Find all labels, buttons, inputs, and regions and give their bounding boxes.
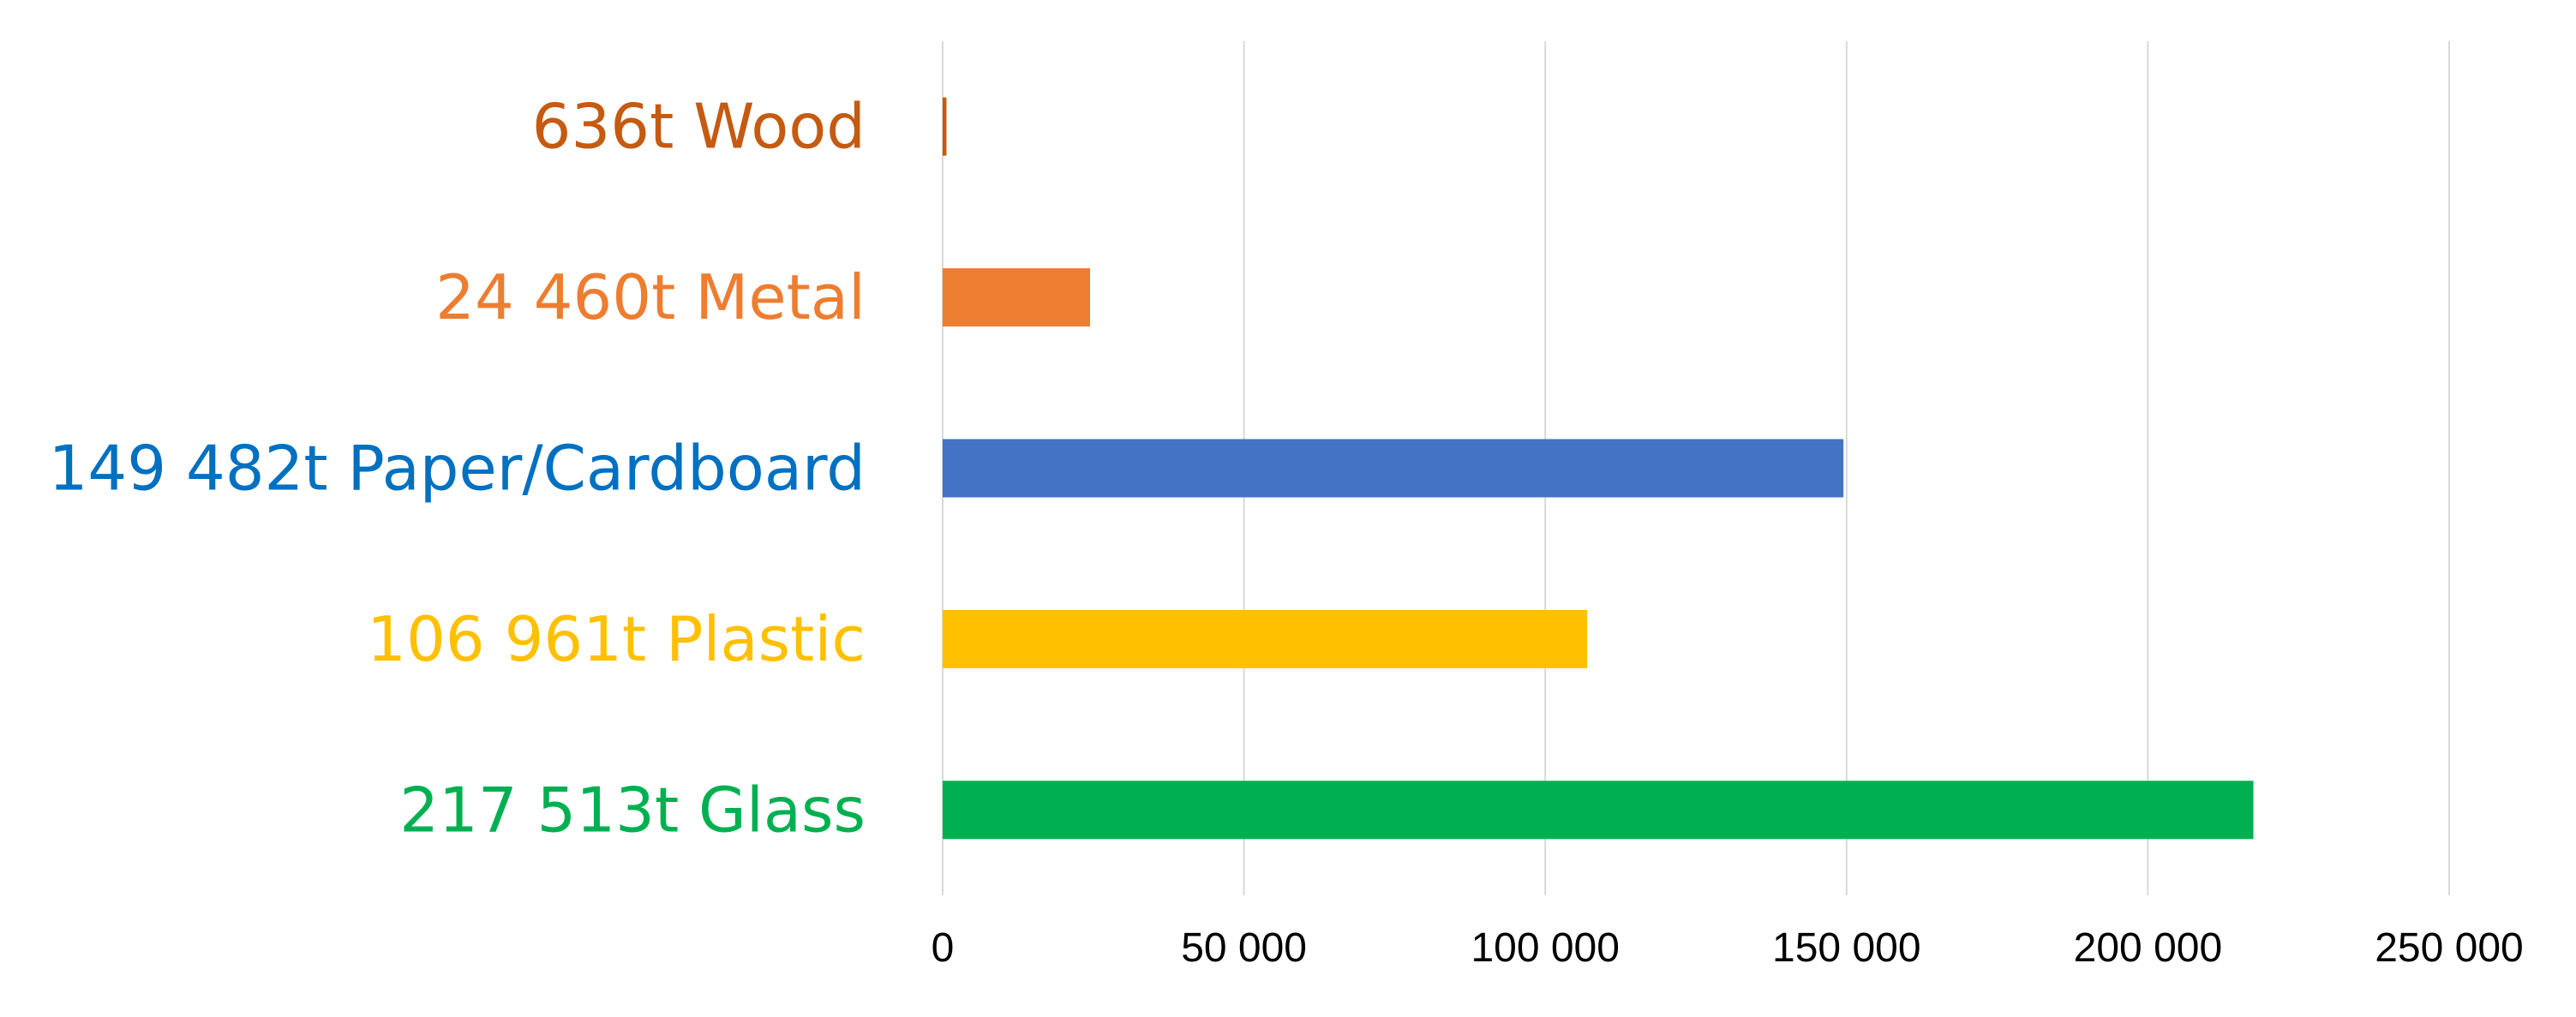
x-tick-label: 200 000 [2074,925,2223,971]
x-tick-label: 50 000 [1181,925,1307,971]
x-tick-label: 0 [932,925,955,971]
x-tick-label: 150 000 [1772,925,1921,971]
bar-0 [943,97,947,156]
category-label: 24 460t Metal [435,261,866,333]
category-label: 217 513t Glass [399,774,866,846]
x-tick-label: 250 000 [2375,925,2524,971]
category-label: 636t Wood [532,91,866,163]
category-label: 106 961t Plastic [367,603,866,675]
bar-1 [943,268,1091,327]
bar-4 [943,781,2254,840]
category-label: 149 482t Paper/Cardboard [49,433,866,505]
x-tick-label: 100 000 [1471,925,1620,971]
bar-2 [943,439,1844,498]
bar-3 [943,609,1588,668]
